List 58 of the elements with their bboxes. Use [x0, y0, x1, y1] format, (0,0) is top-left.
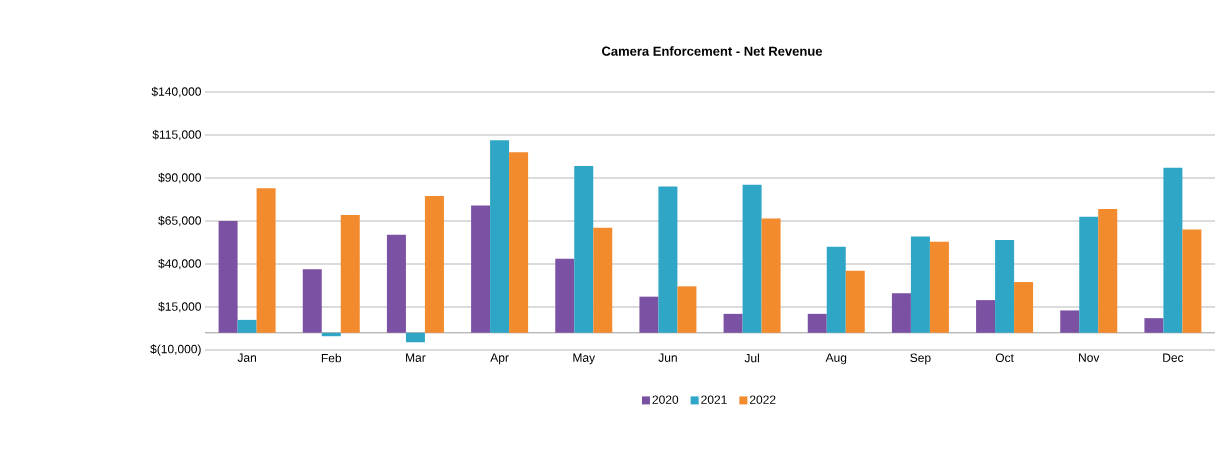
bar — [807, 313, 827, 333]
bar — [574, 165, 594, 333]
bar — [658, 186, 678, 333]
bar — [340, 214, 360, 333]
bar — [723, 313, 743, 333]
x-tick-label: Dec — [1163, 353, 1184, 362]
bar — [1014, 282, 1034, 333]
bar — [509, 152, 529, 333]
bar — [490, 140, 510, 333]
legend-label: 2020 — [652, 395, 679, 404]
x-tick-label: Feb — [321, 353, 342, 363]
x-tick-label: Jan — [237, 353, 256, 362]
x-tick-label: Oct — [995, 353, 1014, 363]
bar — [995, 239, 1015, 333]
y-tick-label: $115,000 — [152, 129, 202, 141]
bar — [761, 218, 781, 333]
bar — [826, 246, 846, 333]
bar — [256, 188, 276, 333]
bar — [1079, 216, 1099, 333]
bar — [555, 258, 575, 333]
y-tick-label: $15,000 — [158, 301, 202, 313]
bar — [929, 241, 949, 333]
y-tick-label: $(10,000) — [150, 344, 201, 356]
bar — [471, 205, 491, 333]
bar — [976, 300, 996, 333]
x-tick-label: Mar — [406, 353, 426, 362]
bar — [910, 236, 930, 333]
y-tick-label: $40,000 — [158, 258, 202, 270]
bar — [1098, 208, 1118, 333]
bar — [1182, 229, 1202, 333]
bar — [639, 296, 659, 333]
bar — [302, 269, 322, 333]
bar — [891, 293, 911, 333]
x-tick-label: Jul — [744, 353, 759, 363]
bar — [1144, 318, 1164, 333]
x-tick-label: Apr — [490, 353, 509, 365]
bar — [218, 220, 238, 333]
bar — [677, 286, 697, 333]
x-tick-label: Aug — [825, 353, 847, 365]
x-tick-label: Nov — [1079, 353, 1100, 362]
legend-label: 2022 — [749, 395, 776, 404]
x-tick-label: Jun — [658, 353, 677, 362]
legend-label: 2021 — [701, 395, 727, 404]
bar — [424, 196, 444, 333]
y-tick-label: $65,000 — [158, 215, 202, 227]
chart-title: Camera Enforcement - Net Revenue — [602, 46, 823, 56]
bar — [1163, 167, 1183, 333]
bar — [1060, 310, 1080, 333]
x-tick-label: May — [573, 353, 596, 365]
bar — [405, 332, 425, 343]
x-tick-label: Sep — [910, 353, 931, 365]
bar — [845, 270, 865, 333]
bar — [742, 184, 762, 333]
y-tick-label: $140,000 — [151, 86, 202, 98]
y-tick-label: $90,000 — [158, 172, 202, 184]
bar — [237, 319, 257, 333]
bar — [593, 227, 613, 333]
bar — [386, 234, 406, 333]
